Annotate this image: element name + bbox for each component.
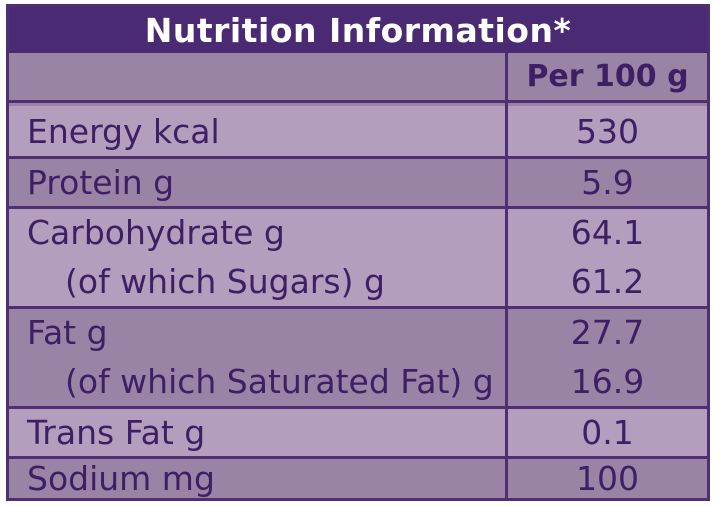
row-label: (of which Sugars) g bbox=[65, 261, 385, 301]
row-value: 5.9 bbox=[581, 163, 634, 202]
table-row-saturated-fat: (of which Saturated Fat) g 16.9 bbox=[9, 356, 707, 406]
row-value: 27.7 bbox=[570, 313, 645, 352]
row-label: (of which Saturated Fat) g bbox=[65, 361, 494, 401]
row-value: 16.9 bbox=[570, 361, 645, 401]
row-label: Fat g bbox=[27, 313, 108, 352]
per-100g-header: Per 100 g bbox=[526, 59, 689, 94]
table-title: Nutrition Information* bbox=[144, 10, 572, 50]
table-row-trans-fat: Trans Fat g 0.1 bbox=[9, 406, 707, 456]
row-label: Energy kcal bbox=[27, 111, 220, 151]
row-value: 64.1 bbox=[570, 213, 645, 252]
header-row: Per 100 g bbox=[9, 53, 707, 103]
row-value: 61.2 bbox=[570, 261, 645, 301]
table-row-fat: Fat g 27.7 bbox=[9, 306, 707, 356]
row-label: Carbohydrate g bbox=[27, 213, 285, 252]
row-label: Sodium mg bbox=[27, 459, 215, 498]
title-bar: Nutrition Information* bbox=[9, 7, 707, 53]
table-row-protein: Protein g 5.9 bbox=[9, 156, 707, 206]
nutrition-table: Nutrition Information* Per 100 g Energy … bbox=[6, 4, 710, 501]
table-row-sodium: Sodium mg 100 bbox=[9, 456, 707, 498]
row-value: 0.1 bbox=[581, 413, 634, 452]
row-value: 530 bbox=[576, 111, 639, 151]
table-row-sugars: (of which Sugars) g 61.2 bbox=[9, 256, 707, 306]
row-label: Trans Fat g bbox=[27, 413, 206, 452]
row-value: 100 bbox=[576, 459, 639, 498]
table-row-carbohydrate: Carbohydrate g 64.1 bbox=[9, 206, 707, 256]
row-label: Protein g bbox=[27, 163, 175, 202]
table-row-energy: Energy kcal 530 bbox=[9, 106, 707, 156]
column-divider bbox=[505, 53, 508, 498]
